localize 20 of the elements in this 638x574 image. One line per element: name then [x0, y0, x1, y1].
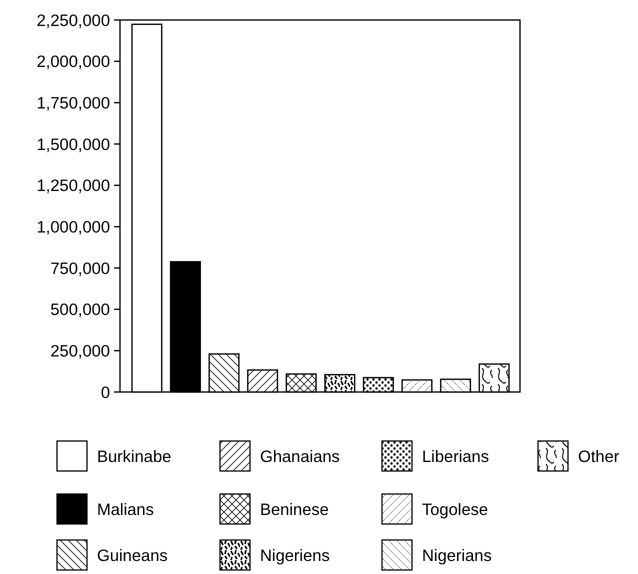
- y-tick-label: 750,000: [50, 260, 110, 278]
- y-tick-label: 0: [100, 384, 110, 402]
- legend-label: Malians: [97, 500, 154, 519]
- y-tick-label: 1,750,000: [36, 94, 110, 112]
- y-tick-label: 1,250,000: [36, 177, 110, 196]
- y-tick-label: 500,000: [50, 301, 110, 320]
- legend-label: Guineans: [97, 546, 168, 565]
- legend-label: Burkinabe: [97, 448, 172, 466]
- y-tick-label: 2,000,000: [36, 53, 110, 72]
- legend-label: Other: [578, 448, 620, 466]
- legend-label: Beninese: [260, 500, 329, 519]
- legend-label: Liberians: [422, 448, 489, 466]
- y-tick-label: 1,500,000: [36, 136, 110, 154]
- y-tick-label: 2,250,000: [36, 12, 110, 30]
- legend-label: Togolese: [422, 500, 488, 519]
- y-tick-label: 1,000,000: [36, 218, 110, 236]
- legend-label: Ghanaians: [260, 448, 340, 466]
- legend-label: Nigerians: [422, 546, 492, 565]
- y-tick-label: 250,000: [50, 342, 110, 360]
- legend-label: Nigeriens: [260, 546, 330, 565]
